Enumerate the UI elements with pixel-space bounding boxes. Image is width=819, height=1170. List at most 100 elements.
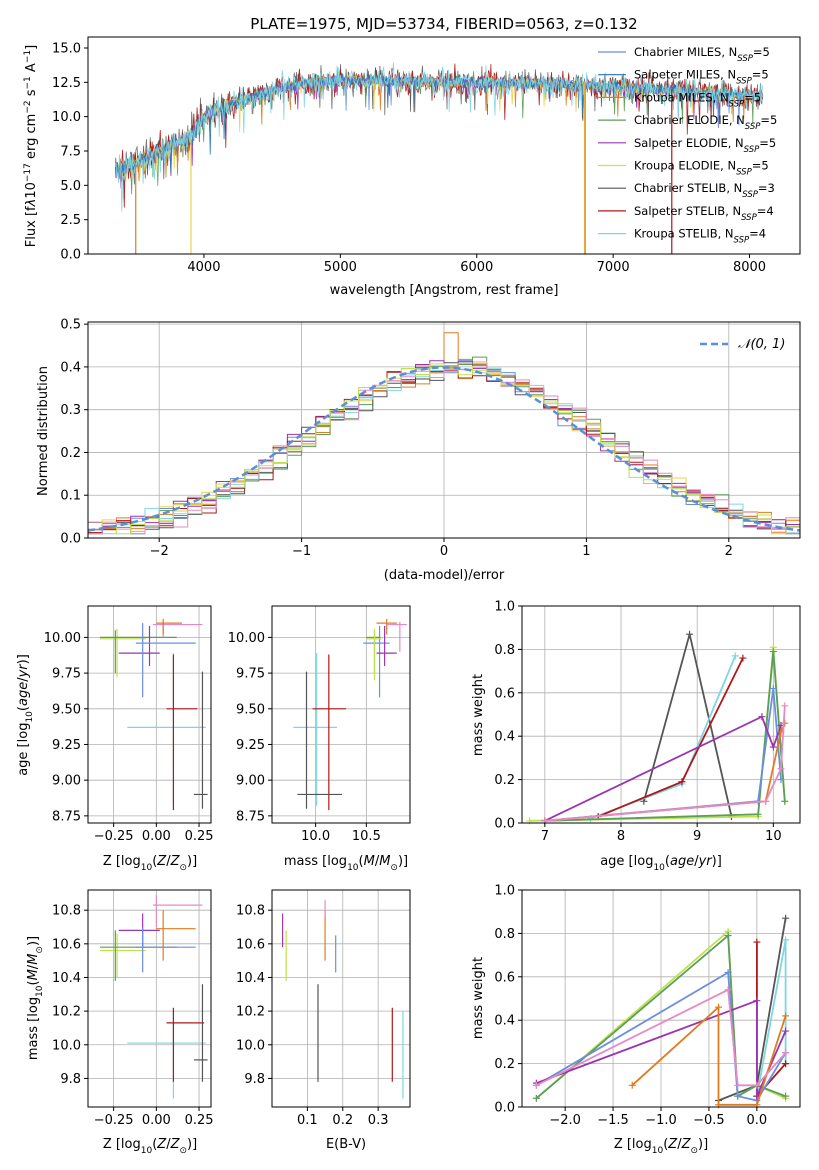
- wZ-xlabel: Z [log10(Z/Z⊙)]: [614, 1137, 708, 1156]
- weight-series-line: [544, 705, 786, 822]
- x-tick-label: 0.1: [297, 1113, 318, 1128]
- ageZ-xlabel: Z [log10(Z/Z⊙)]: [103, 854, 197, 873]
- legend-label: 𝒩(0, 1): [738, 337, 785, 352]
- x-tick-label: 10: [765, 829, 782, 844]
- x-tick-label: 0.00: [142, 1113, 171, 1128]
- x-tick-label: 6000: [460, 260, 493, 275]
- legend-label: Chabrier STELIB, NSSP=3: [634, 181, 775, 200]
- weight-point: [628, 1081, 636, 1089]
- spectrum-line: [114, 62, 763, 212]
- mZ-xlabel: Z [log10(Z/Z⊙)]: [103, 1137, 197, 1156]
- y-tick-label: 0.0: [60, 248, 81, 263]
- residual-xlabel: (data-model)/error: [384, 568, 505, 583]
- x-tick-label: −1: [292, 544, 311, 559]
- weight-series-line: [544, 715, 782, 822]
- weight-point: [734, 1092, 742, 1100]
- mass-vs-ebv-panel: 0.1 0.2 0.3 9.8 10.0 10.2 10.4 10.6 10.8: [236, 889, 411, 1128]
- y-tick-label: 0.0: [494, 1101, 515, 1116]
- y-tick-label: 10.8: [236, 904, 265, 919]
- x-tick-label: 0.2: [332, 1113, 353, 1128]
- x-tick-label: 0.3: [368, 1113, 389, 1128]
- wAge-ylabel: mass weight: [471, 674, 486, 756]
- x-tick-label: 4000: [187, 260, 220, 275]
- weight-point: [769, 743, 777, 751]
- weight-point: [769, 648, 777, 656]
- y-tick-label: 9.50: [236, 702, 265, 717]
- weight-point: [758, 713, 766, 721]
- y-tick-label: 9.75: [236, 667, 265, 682]
- weight-point: [782, 1027, 790, 1035]
- x-tick-label: −1.0: [645, 1113, 677, 1128]
- y-tick-label: 10.00: [44, 631, 81, 646]
- weight-point: [754, 810, 762, 818]
- weight-point: [782, 914, 790, 922]
- weight-point: [781, 702, 789, 710]
- x-tick-label: 10.5: [352, 829, 381, 844]
- x-tick-label: 8: [617, 829, 625, 844]
- y-tick-label: 8.75: [52, 809, 81, 824]
- x-tick-label: 0: [440, 544, 448, 559]
- y-tick-label: 9.25: [52, 738, 81, 753]
- y-tick-label: 1.0: [494, 600, 515, 615]
- y-tick-label: 10.4: [236, 971, 265, 986]
- y-tick-label: 10.2: [52, 1005, 81, 1020]
- x-tick-label: 0.00: [142, 829, 171, 844]
- weight-point: [532, 1094, 540, 1102]
- y-tick-label: 15.0: [52, 41, 81, 56]
- normal-curve: [87, 366, 801, 532]
- y-tick-label: 0.2: [60, 446, 81, 461]
- weight-point: [782, 1012, 790, 1020]
- weight-point: [724, 968, 732, 976]
- weight-point: [782, 1092, 790, 1100]
- histogram-series: [88, 362, 800, 535]
- weight-point: [781, 797, 789, 805]
- weight-series-line: [544, 688, 782, 822]
- weight-point: [777, 765, 785, 773]
- y-tick-label: 9.50: [52, 702, 81, 717]
- weight-series-line: [544, 651, 786, 822]
- x-tick-label: 8000: [733, 260, 766, 275]
- weight-point: [731, 652, 739, 660]
- y-tick-label: 8.75: [236, 809, 265, 824]
- y-tick-label: 0.4: [60, 360, 81, 375]
- y-tick-label: 0.6: [494, 686, 515, 701]
- residual-histogram-panel: −2 −1 0 1 2 0.0 0.1 0.2 0.3 0.4 0.5 𝒩(0, 1): [60, 318, 801, 559]
- x-tick-label: 7: [541, 829, 549, 844]
- y-tick-label: 0.0: [60, 532, 81, 547]
- weight-point: [678, 778, 686, 786]
- legend-label: Salpeter ELODIE, NSSP=5: [634, 136, 776, 155]
- axes-frame: [521, 605, 801, 824]
- x-tick-label: 0.0: [747, 1113, 768, 1128]
- x-tick-label: 10.0: [301, 829, 330, 844]
- weight-series-line: [529, 647, 786, 822]
- y-tick-label: 7.5: [60, 144, 81, 159]
- weight-series-line: [544, 722, 786, 822]
- mZ-ylabel: mass [log10(M/M⊙)]: [26, 936, 45, 1060]
- x-tick-label: −1.5: [597, 1113, 629, 1128]
- weight-point: [739, 654, 747, 662]
- y-tick-label: 0.8: [494, 643, 515, 658]
- mE-xlabel: E(B-V): [326, 1137, 366, 1152]
- y-tick-label: 10.4: [52, 971, 81, 986]
- weight-series-line: [643, 633, 733, 817]
- age-vs-metallicity-panel: −0.25 0.00 0.25 8.75 9.00 9.25 9.50 9.75 10.00: [44, 605, 214, 844]
- weight-point: [753, 997, 761, 1005]
- wZ-ylabel: mass weight: [471, 957, 486, 1039]
- y-tick-label: 0.4: [494, 730, 515, 745]
- x-tick-label: 5000: [324, 260, 357, 275]
- spectrum-title: PLATE=1975, MJD=53734, FIBERID=0563, z=0…: [250, 15, 637, 33]
- legend-label: Kroupa STELIB, NSSP=4: [634, 227, 766, 246]
- legend-label: Chabrier MILES, NSSP=5: [634, 45, 770, 64]
- wAge-xlabel: age [log10(age/yr)]: [600, 854, 722, 873]
- axes-frame: [87, 36, 801, 255]
- y-tick-label: 10.0: [236, 1038, 265, 1053]
- legend-label: Kroupa ELODIE, NSSP=5: [634, 159, 769, 178]
- x-tick-label: −2: [150, 544, 169, 559]
- y-tick-label: 0.4: [494, 1014, 515, 1029]
- y-tick-label: 0.6: [494, 970, 515, 985]
- x-tick-label: −2.0: [549, 1113, 581, 1128]
- y-tick-label: 0.2: [494, 1057, 515, 1072]
- x-tick-label: −0.25: [94, 1113, 134, 1128]
- ageM-xlabel: mass [log10(M/M⊙)]: [284, 854, 408, 873]
- x-tick-label: −0.25: [94, 829, 134, 844]
